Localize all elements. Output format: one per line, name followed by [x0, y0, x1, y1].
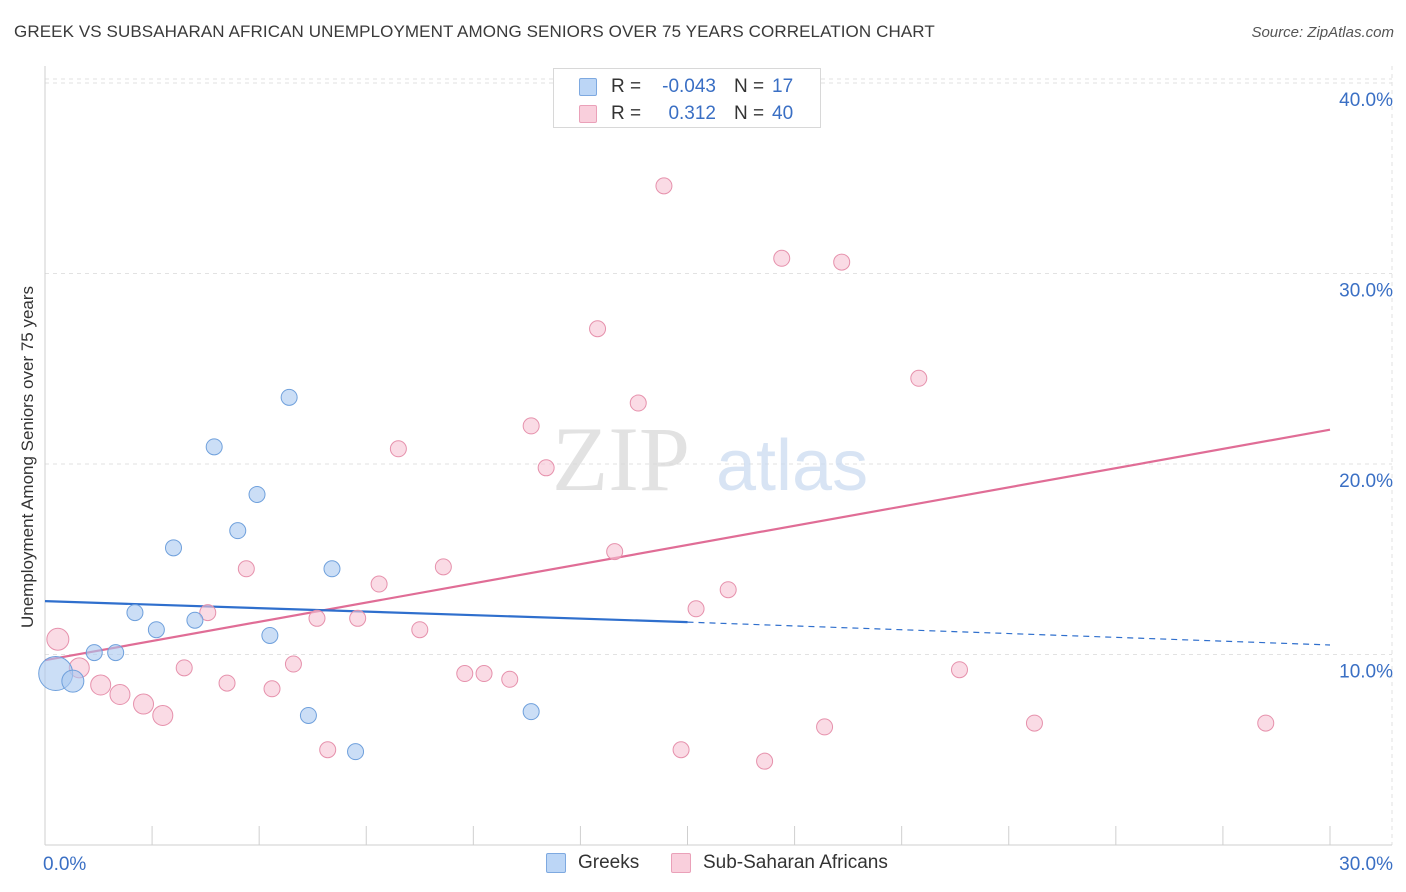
point-subsaharan	[606, 543, 624, 561]
point-subsaharan	[349, 609, 367, 627]
point-subsaharan	[456, 665, 474, 683]
trend-lines	[44, 428, 1331, 662]
point-subsaharan	[756, 752, 774, 770]
point-subsaharan	[411, 621, 429, 639]
point-subsaharan	[475, 665, 493, 683]
watermark: ZIP atlas	[552, 408, 868, 510]
legend-label-greeks: Greeks	[578, 852, 640, 873]
series-legend: Greeks Sub-Saharan Africans	[0, 852, 1406, 876]
point-greeks	[107, 644, 125, 662]
point-subsaharan	[1257, 714, 1275, 732]
point-subsaharan	[719, 581, 737, 599]
point-subsaharan	[370, 575, 388, 593]
point-greeks	[261, 626, 279, 644]
axes	[44, 66, 1392, 846]
legend-n-value: 40	[772, 103, 794, 124]
point-greeks	[85, 644, 103, 662]
point-subsaharan	[90, 674, 112, 696]
point-subsaharan	[687, 600, 705, 618]
point-subsaharan	[655, 177, 673, 195]
subsaharan-legend-icon	[671, 853, 691, 873]
subsaharan-swatch-icon	[579, 105, 597, 123]
y-axis-title: Unemployment Among Seniors over 75 years	[18, 285, 37, 629]
point-greeks	[165, 539, 182, 557]
trendline-subsaharan	[44, 428, 1331, 662]
point-subsaharan	[833, 253, 851, 271]
trendline-greeks	[44, 600, 688, 624]
point-greeks	[522, 703, 540, 721]
point-subsaharan	[237, 560, 255, 578]
point-subsaharan	[218, 674, 236, 692]
point-greeks	[299, 706, 317, 724]
legend-r-label: R =	[611, 103, 642, 124]
watermark-atlas: atlas	[716, 426, 868, 506]
point-greeks	[61, 669, 85, 693]
point-greeks	[147, 621, 165, 639]
point-subsaharan	[434, 558, 452, 576]
y-tick-label: 30.0%	[1339, 281, 1393, 302]
x-tick-label: 30.0%	[1339, 854, 1393, 875]
y-tick-label: 20.0%	[1339, 471, 1393, 492]
point-subsaharan	[389, 440, 407, 458]
point-subsaharan	[308, 609, 326, 627]
point-subsaharan	[199, 604, 217, 622]
point-subsaharan	[537, 459, 555, 477]
tick-labels: 10.0% 20.0% 30.0% 40.0% 0.0% 30.0%	[43, 90, 1393, 875]
point-subsaharan	[816, 718, 834, 736]
point-subsaharan	[589, 320, 607, 338]
point-greeks	[323, 560, 341, 578]
greeks-swatch-icon	[579, 78, 597, 96]
x-tick-label: 0.0%	[43, 854, 86, 875]
point-greeks	[229, 522, 247, 540]
point-subsaharan	[522, 417, 540, 435]
point-subsaharan	[950, 661, 968, 679]
watermark-zip: ZIP	[552, 408, 690, 510]
point-subsaharan	[133, 693, 155, 715]
point-subsaharan	[46, 627, 70, 651]
legend-r-label: R =	[611, 76, 642, 97]
legend-n-label: N =	[734, 103, 765, 124]
point-subsaharan	[263, 680, 281, 698]
legend-n-label: N =	[734, 76, 765, 97]
point-greeks	[347, 743, 365, 761]
greeks-legend-icon	[546, 853, 566, 873]
data-points	[38, 74, 1275, 770]
point-subsaharan	[319, 741, 337, 759]
point-subsaharan	[152, 704, 174, 726]
point-greeks	[248, 485, 266, 503]
point-subsaharan	[672, 741, 690, 759]
source-label: Source: ZipAtlas.com	[1251, 24, 1394, 41]
grid-lines	[45, 66, 1393, 845]
point-greeks	[186, 611, 204, 629]
point-subsaharan	[773, 249, 791, 267]
point-subsaharan	[1025, 714, 1043, 732]
y-tick-label: 40.0%	[1339, 90, 1393, 111]
legend-row-subsaharan: R = 0.312 N = 40	[554, 101, 820, 127]
legend-n-value: 17	[772, 76, 794, 97]
legend-label-subsaharan: Sub-Saharan Africans	[703, 852, 888, 873]
point-subsaharan	[175, 659, 193, 677]
point-greeks	[126, 604, 144, 622]
point-subsaharan	[910, 369, 928, 387]
point-subsaharan	[501, 670, 519, 688]
legend-r-value: -0.043	[662, 76, 716, 97]
chart-title: GREEK VS SUBSAHARAN AFRICAN UNEMPLOYMENT…	[14, 22, 935, 41]
point-greeks	[205, 438, 223, 456]
correlation-legend: R = -0.043 N = 17 R = 0.312 N = 40	[553, 68, 821, 128]
point-greeks	[280, 388, 298, 406]
trendline-greeks-extension	[687, 621, 1331, 646]
point-subsaharan	[109, 684, 131, 706]
y-tick-label: 10.0%	[1339, 662, 1393, 683]
point-subsaharan	[284, 655, 302, 673]
legend-r-value: 0.312	[668, 103, 716, 124]
point-subsaharan	[629, 394, 647, 412]
legend-row-greeks: R = -0.043 N = 17	[554, 74, 820, 100]
